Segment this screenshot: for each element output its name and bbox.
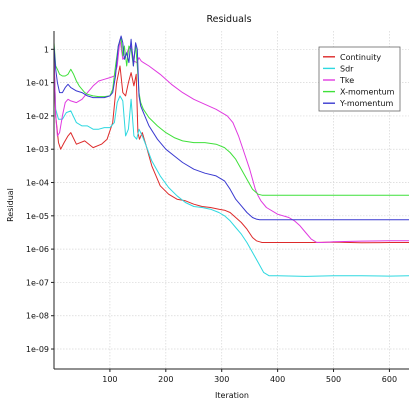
y-tick-label: 1e-03	[26, 145, 49, 154]
legend-label: Sdr	[340, 64, 354, 73]
y-tick-label: 1	[44, 45, 49, 54]
series-layer	[53, 35, 410, 277]
legend: Continuity Sdr Tke X-momentum Y-momentum	[318, 46, 401, 112]
y-tick-label: 1e-05	[26, 212, 49, 221]
y-tick-label: 1e-08	[26, 312, 49, 321]
x-tick-label: 500	[326, 375, 341, 384]
y-tick-label: 1e-09	[26, 345, 49, 354]
legend-label: Continuity	[340, 53, 381, 62]
y-tick-label: 1e-07	[26, 278, 49, 287]
x-tick-label: 300	[214, 375, 229, 384]
x-tick-label: 200	[158, 375, 173, 384]
legend-label: Tke	[339, 76, 354, 85]
x-tick-label: 100	[102, 375, 117, 384]
chart-title: Residuals	[206, 14, 251, 25]
axis-layer: 1 1e-01 1e-02 1e-03 1e-04 1e-05 1e-06 1e-07 1e-0…	[26, 31, 409, 384]
y-tick-label: 1e-02	[26, 112, 49, 121]
y-tick-label: 1e-01	[26, 79, 49, 88]
y-tick-label: 1e-04	[26, 179, 49, 188]
legend-box	[318, 46, 401, 112]
x-axis-label: Iteration	[215, 391, 249, 400]
y-axis-label: Residual	[6, 188, 15, 222]
x-tick-label: 400	[270, 375, 285, 384]
legend-label: Y-momentum	[339, 99, 394, 108]
series-line-sdr	[53, 62, 410, 277]
grid-layer	[54, 31, 409, 369]
series-line-y-momentum	[53, 35, 409, 221]
y-tick-label: 1e-06	[26, 245, 49, 254]
x-tick-label: 600	[382, 375, 397, 384]
series-line-continuity	[53, 55, 409, 244]
legend-label: X-momentum	[340, 88, 395, 97]
